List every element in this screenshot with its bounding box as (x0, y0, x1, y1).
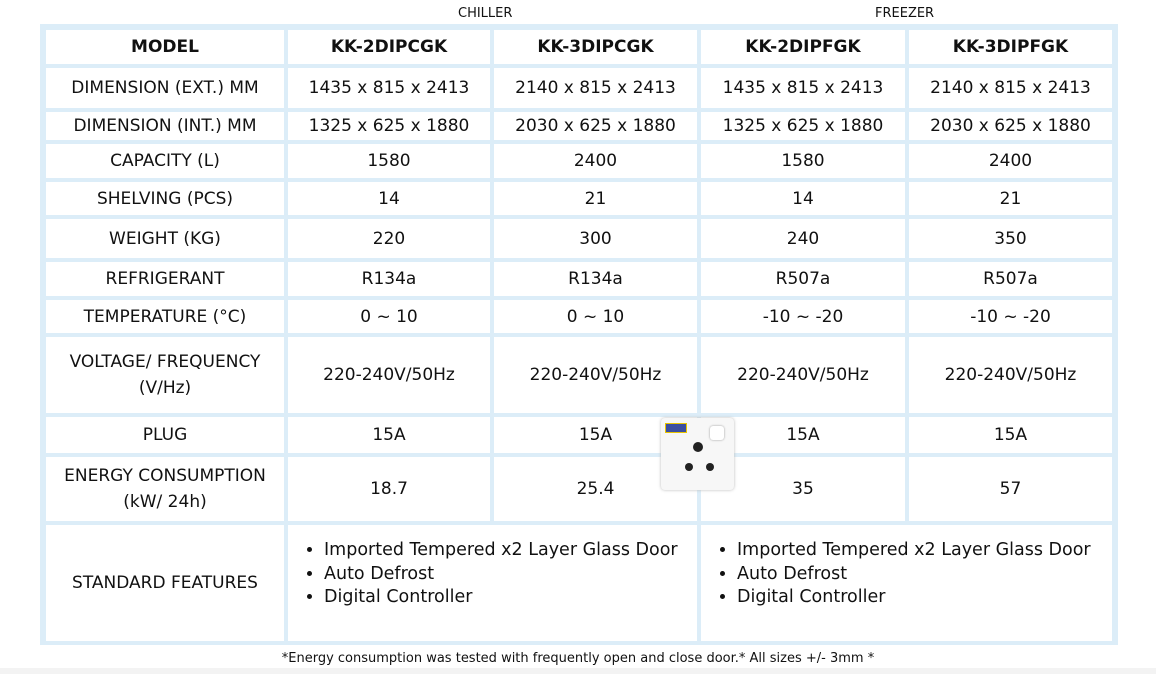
row-label: TEMPERATURE (°C) (46, 300, 284, 333)
table-cell: 220-240V/50Hz (701, 337, 905, 413)
table-cell: 0 ~ 10 (288, 300, 490, 333)
model-header-cell: KK-2DIPCGK (288, 30, 490, 64)
table-cell: 14 (701, 182, 905, 215)
footnote: *Energy consumption was tested with freq… (281, 651, 875, 666)
row-label: DIMENSION (INT.) MM (46, 112, 284, 140)
table-cell: R134a (288, 262, 490, 296)
table-cell: 18.7 (288, 457, 490, 521)
table-cell: 2030 x 625 x 1880 (494, 112, 697, 140)
table-cell: 21 (909, 182, 1112, 215)
table-cell: 220-240V/50Hz (288, 337, 490, 413)
table-cell: 2400 (494, 144, 697, 178)
table-cell: -10 ~ -20 (701, 300, 905, 333)
model-label-cell: MODEL (46, 30, 284, 64)
table-cell: 1325 x 625 x 1880 (288, 112, 490, 140)
features-list: Imported Tempered x2 Layer Glass DoorAut… (302, 539, 678, 610)
table-cell: 1435 x 815 x 2413 (288, 68, 490, 108)
table-cell: 1580 (701, 144, 905, 178)
chiller-features-cell: Imported Tempered x2 Layer Glass DoorAut… (288, 525, 697, 641)
row-label: WEIGHT (KG) (46, 219, 284, 258)
row-label: REFRIGERANT (46, 262, 284, 296)
table-cell: 1435 x 815 x 2413 (701, 68, 905, 108)
model-header-cell: KK-3DIPCGK (494, 30, 697, 64)
table-cell: 0 ~ 10 (494, 300, 697, 333)
row-label: DIMENSION (EXT.) MM (46, 68, 284, 108)
feature-item: Auto Defrost (737, 563, 1091, 587)
bottom-band (0, 668, 1156, 674)
row-label: ENERGY CONSUMPTION (kW/ 24h) (46, 457, 284, 521)
table-cell: 14 (288, 182, 490, 215)
table-cell: 1325 x 625 x 1880 (701, 112, 905, 140)
feature-item: Imported Tempered x2 Layer Glass Door (737, 539, 1091, 563)
table-cell: 220 (288, 219, 490, 258)
table-cell: 2140 x 815 x 2413 (909, 68, 1112, 108)
chiller-group-label: CHILLER (458, 6, 513, 21)
table-cell: 220-240V/50Hz (909, 337, 1112, 413)
table-cell: 300 (494, 219, 697, 258)
table-cell: 15A (701, 417, 905, 453)
table-cell: 350 (909, 219, 1112, 258)
freezer-features-cell: Imported Tempered x2 Layer Glass DoorAut… (701, 525, 1112, 641)
feature-item: Digital Controller (737, 586, 1091, 610)
spec-table: MODEL KK-2DIPCGK KK-3DIPCGK KK-2DIPFGK KK-3D… (40, 24, 1118, 645)
features-list: Imported Tempered x2 Layer Glass DoorAut… (715, 539, 1091, 610)
table-cell: R507a (701, 262, 905, 296)
table-cell: 2400 (909, 144, 1112, 178)
table-cell: 57 (909, 457, 1112, 521)
row-label: PLUG (46, 417, 284, 453)
table-cell: 240 (701, 219, 905, 258)
table-cell: 21 (494, 182, 697, 215)
table-cell: 2030 x 625 x 1880 (909, 112, 1112, 140)
table-cell: 2140 x 815 x 2413 (494, 68, 697, 108)
row-label: CAPACITY (L) (46, 144, 284, 178)
feature-item: Auto Defrost (324, 563, 678, 587)
features-label: STANDARD FEATURES (46, 525, 284, 641)
table-cell: 1580 (288, 144, 490, 178)
model-header-cell: KK-2DIPFGK (701, 30, 905, 64)
row-label: VOLTAGE/ FREQUENCY (V/Hz) (46, 337, 284, 413)
feature-item: Digital Controller (324, 586, 678, 610)
feature-item: Imported Tempered x2 Layer Glass Door (324, 539, 678, 563)
freezer-group-label: FREEZER (875, 6, 935, 21)
table-cell: 15A (909, 417, 1112, 453)
table-cell: R507a (909, 262, 1112, 296)
table-cell: 35 (701, 457, 905, 521)
plug-socket-image (661, 418, 734, 490)
row-label: SHELVING (PCS) (46, 182, 284, 215)
table-cell: 15A (288, 417, 490, 453)
table-cell: R134a (494, 262, 697, 296)
model-header-cell: KK-3DIPFGK (909, 30, 1112, 64)
table-cell: -10 ~ -20 (909, 300, 1112, 333)
table-cell: 220-240V/50Hz (494, 337, 697, 413)
